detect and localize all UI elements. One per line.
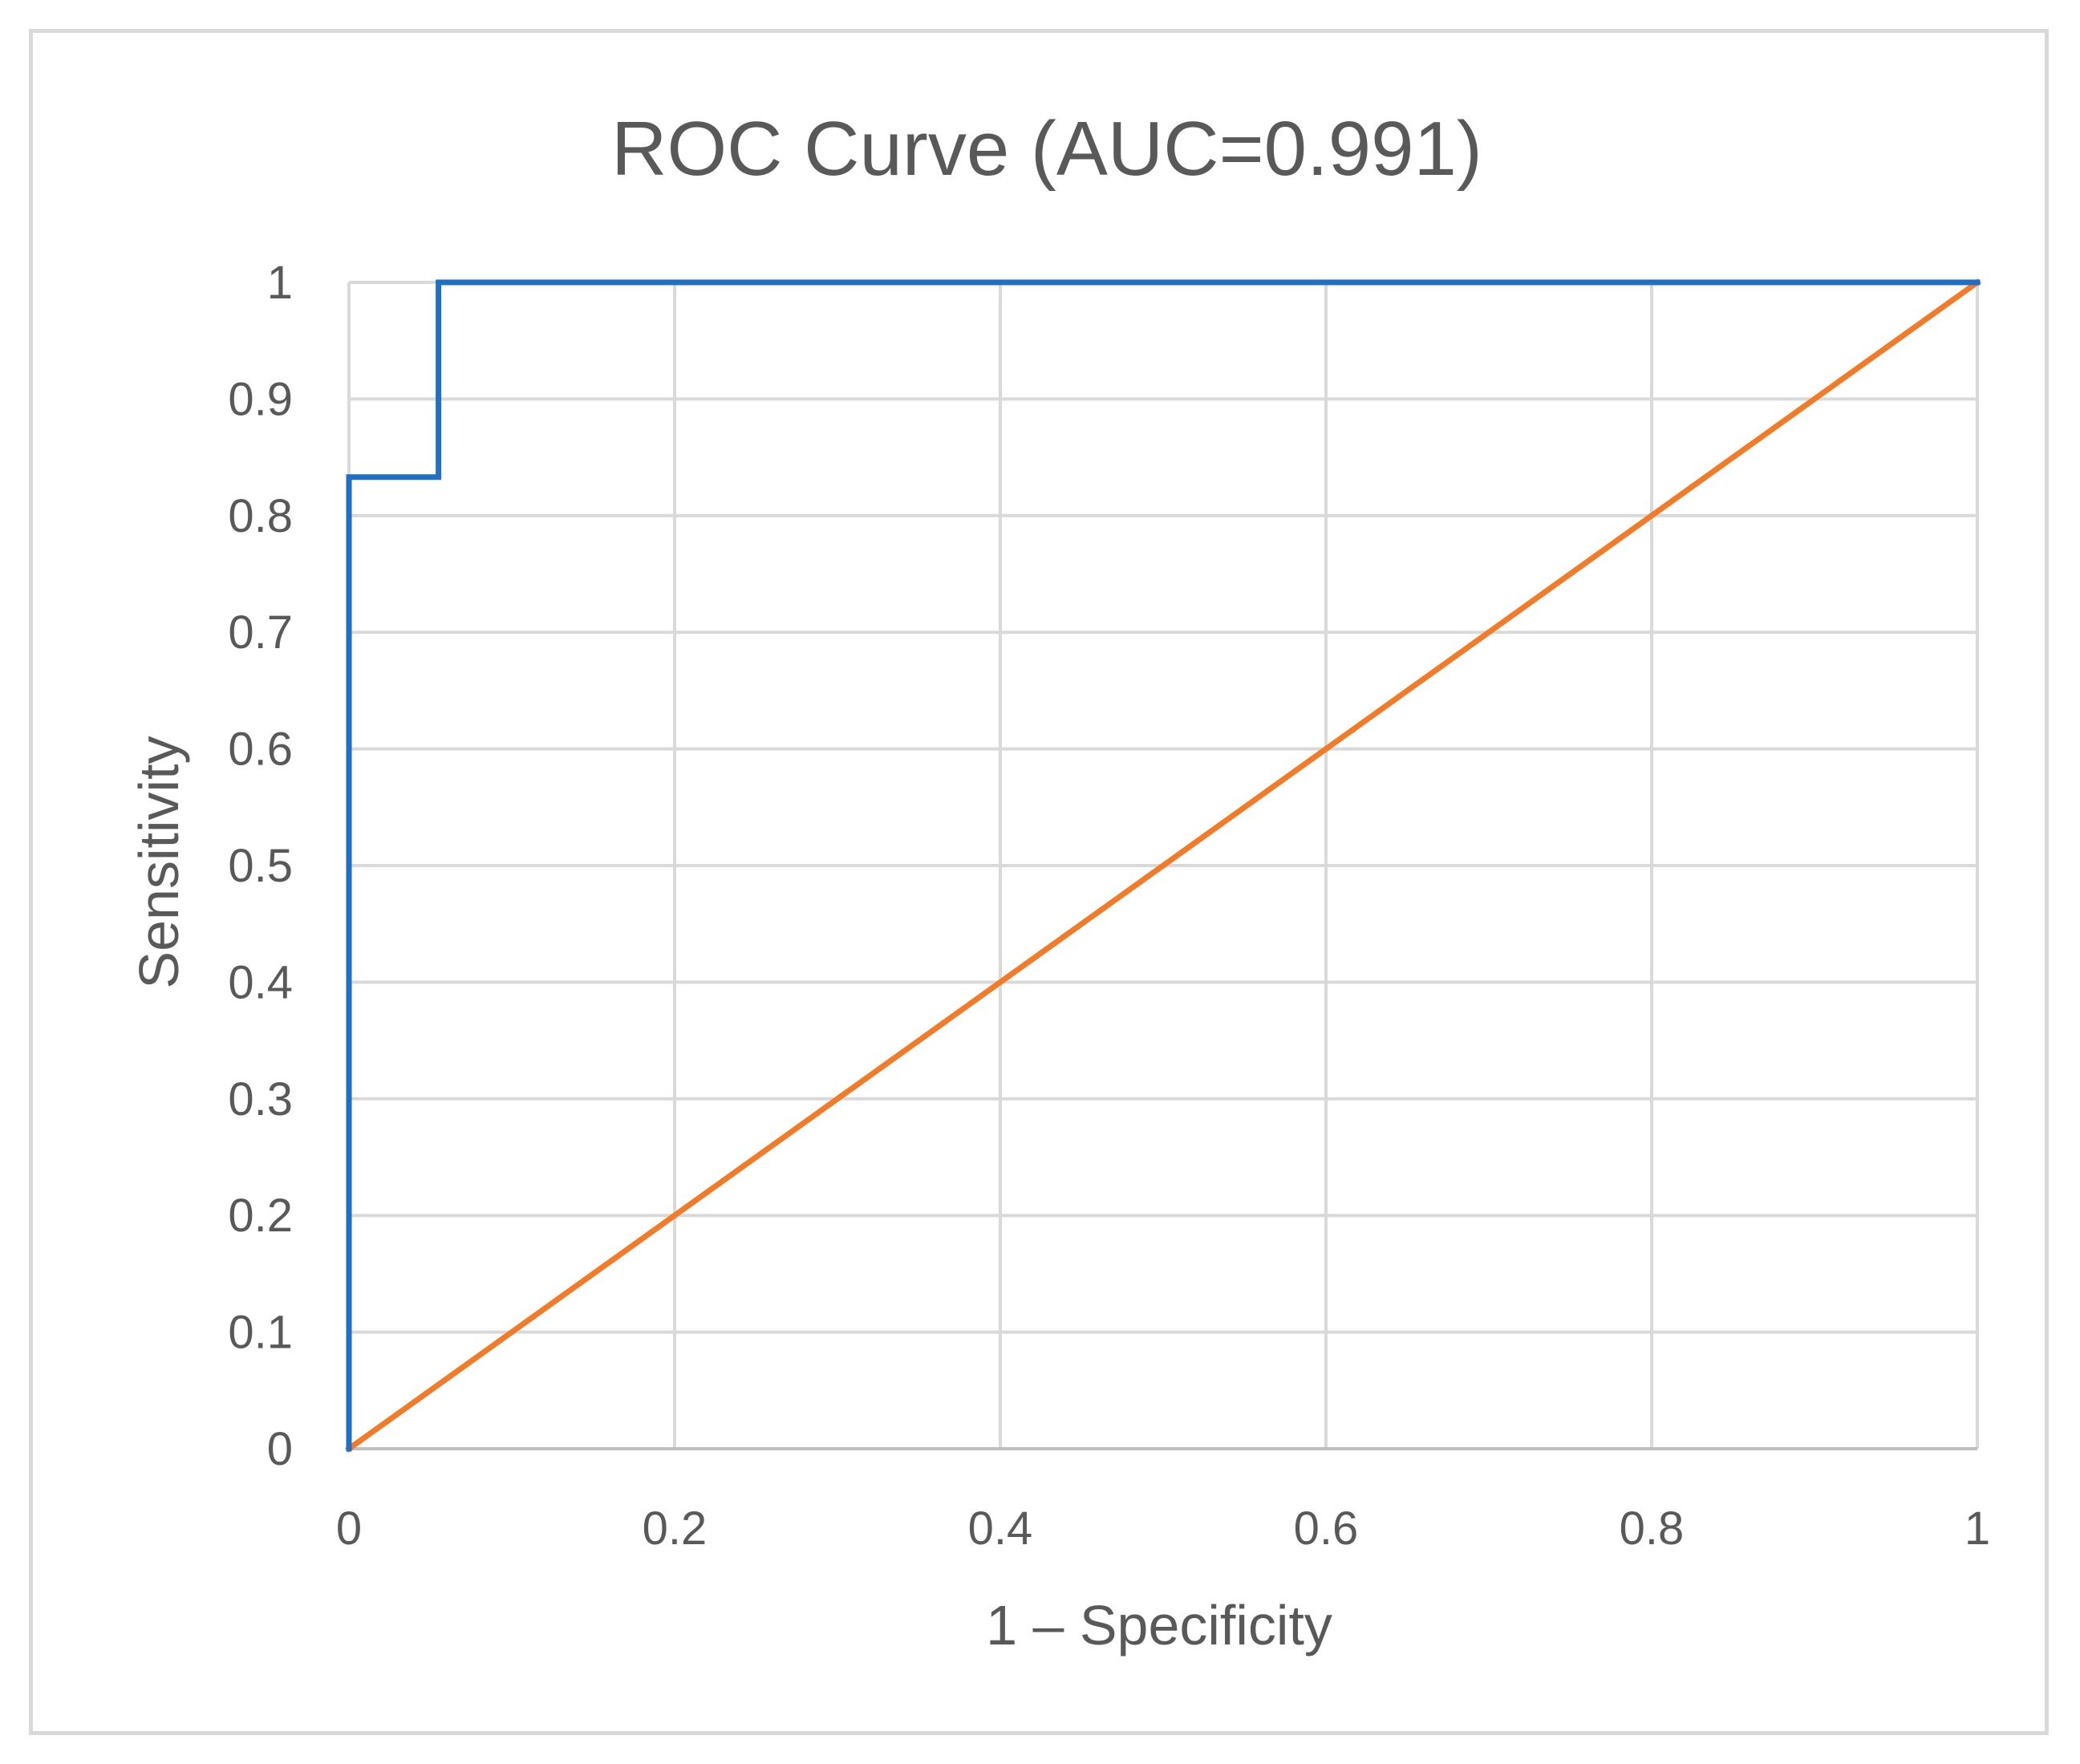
x-tick-label: 0.4	[968, 1502, 1033, 1555]
series-line-reference	[345, 278, 1981, 1453]
x-tick-label: 0.2	[643, 1502, 708, 1555]
y-tick-label: 0.9	[228, 373, 293, 425]
series-line-roc	[346, 279, 1981, 1452]
y-tick-label: 0.2	[228, 1190, 293, 1242]
y-tick-label: 0.1	[228, 1307, 293, 1359]
tick-labels: 0 0.1 0.2 0.3 0.4 0.5 0.6 0.7 0.8 0.9 1 0 0.2 0.4 0.6 0…	[228, 257, 1990, 1555]
x-tick-label: 0	[336, 1502, 362, 1555]
y-tick-label: 0.5	[228, 840, 293, 892]
x-axis-title: 1 – Specificity	[986, 1594, 1332, 1657]
grid-lines	[347, 281, 1979, 1450]
y-axis-title: Sensitivity	[128, 736, 190, 988]
x-tick-label: 0.6	[1294, 1502, 1359, 1555]
x-tick-label: 0.8	[1620, 1502, 1685, 1555]
y-tick-label: 0.8	[228, 490, 293, 542]
y-tick-label: 0.7	[228, 606, 293, 659]
y-tick-label: 0.6	[228, 724, 293, 776]
chart-title: ROC Curve (AUC=0.991)	[611, 106, 1482, 192]
y-tick-label: 0.4	[228, 956, 293, 1008]
y-tick-label: 0	[267, 1423, 293, 1475]
x-tick-label: 1	[1964, 1502, 1990, 1555]
y-tick-label: 0.3	[228, 1073, 293, 1125]
chart-frame	[29, 29, 2049, 1735]
y-tick-label: 1	[267, 257, 293, 309]
series-lines	[345, 278, 1981, 1453]
